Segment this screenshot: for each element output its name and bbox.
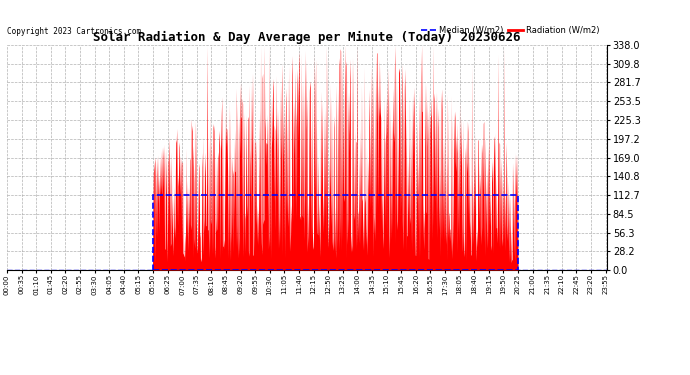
Title: Solar Radiation & Day Average per Minute (Today) 20230626: Solar Radiation & Day Average per Minute… [93,31,521,44]
Legend: Median (W/m2), Radiation (W/m2): Median (W/m2), Radiation (W/m2) [417,22,603,38]
Bar [153,195,518,270]
Text: Copyright 2023 Cartronics.com: Copyright 2023 Cartronics.com [7,27,141,36]
